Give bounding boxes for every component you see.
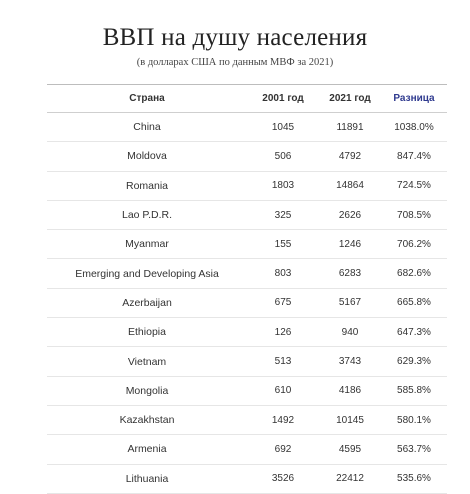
cell-2021: 5167	[319, 288, 381, 319]
gdp-table: Страна 2001 год 2021 год Разница China 10…	[47, 84, 447, 494]
table-row: Mongolia 610 4186 585.8%	[47, 376, 447, 406]
cell-difference: 580.1%	[381, 405, 447, 436]
cell-country: Azerbaijan	[47, 288, 247, 319]
cell-difference: 665.8%	[381, 288, 447, 319]
cell-country: Emerging and Developing Asia	[47, 258, 247, 289]
cell-country: China	[47, 112, 247, 143]
cell-2021: 6283	[319, 258, 381, 289]
cell-2021: 3743	[319, 346, 381, 377]
cell-difference: 585.8%	[381, 376, 447, 406]
table-row: Armenia 692 4595 563.7%	[47, 434, 447, 465]
cell-2001: 325	[247, 200, 319, 231]
cell-country: Lao P.D.R.	[47, 200, 247, 231]
cell-2001: 3526	[247, 464, 319, 494]
cell-difference: 708.5%	[381, 200, 447, 231]
cell-2001: 610	[247, 376, 319, 406]
table-row: Emerging and Developing Asia 803 6283 682.6…	[47, 258, 447, 289]
cell-country: Mongolia	[47, 376, 247, 406]
cell-2021: 940	[319, 317, 381, 348]
header-row: Страна 2001 год 2021 год Разница	[47, 84, 447, 113]
cell-difference: 629.3%	[381, 346, 447, 377]
cell-2001: 1045	[247, 112, 319, 143]
table-row: Lithuania 3526 22412 535.6%	[47, 464, 447, 494]
table-row: Ethiopia 126 940 647.3%	[47, 317, 447, 348]
table-row: Kazakhstan 1492 10145 580.1%	[47, 405, 447, 436]
cell-2021: 1246	[319, 229, 381, 260]
cell-2021: 2626	[319, 200, 381, 231]
cell-country: Moldova	[47, 141, 247, 172]
cell-difference: 724.5%	[381, 171, 447, 201]
cell-2021: 4186	[319, 376, 381, 406]
table-header: Страна 2001 год 2021 год Разница	[47, 84, 447, 113]
cell-2001: 692	[247, 434, 319, 465]
table-row: Myanmar 155 1246 706.2%	[47, 229, 447, 260]
cell-country: Romania	[47, 171, 247, 201]
cell-country: Ethiopia	[47, 317, 247, 348]
table-row: Vietnam 513 3743 629.3%	[47, 346, 447, 377]
cell-difference: 535.6%	[381, 464, 447, 494]
page-subtitle: (в долларах США по данным МВФ за 2021)	[136, 57, 334, 68]
cell-difference: 682.6%	[381, 258, 447, 289]
gdp-table-container: Страна 2001 год 2021 год Разница China 10…	[47, 84, 447, 494]
column-header-country: Страна	[47, 84, 247, 113]
column-header-difference: Разница	[381, 84, 447, 113]
cell-difference: 847.4%	[381, 141, 447, 172]
table-row: China 1045 11891 1038.0%	[47, 112, 447, 143]
cell-country: Armenia	[47, 434, 247, 465]
cell-2001: 513	[247, 346, 319, 377]
cell-country: Vietnam	[47, 346, 247, 377]
cell-2021: 10145	[319, 405, 381, 436]
cell-country: Lithuania	[47, 464, 247, 494]
cell-2021: 22412	[319, 464, 381, 494]
cell-difference: 706.2%	[381, 229, 447, 260]
cell-2001: 803	[247, 258, 319, 289]
table-row: Lao P.D.R. 325 2626 708.5%	[47, 200, 447, 231]
table-body: China 1045 11891 1038.0% Moldova 506 4792 847.4…	[47, 112, 447, 494]
cell-country: Kazakhstan	[47, 405, 247, 436]
cell-country: Myanmar	[47, 229, 247, 260]
cell-2021: 11891	[319, 112, 381, 143]
cell-2021: 14864	[319, 171, 381, 201]
table-row: Azerbaijan 675 5167 665.8%	[47, 288, 447, 319]
table-row: Romania 1803 14864 724.5%	[47, 171, 447, 201]
cell-2001: 126	[247, 317, 319, 348]
cell-difference: 563.7%	[381, 434, 447, 465]
cell-2001: 675	[247, 288, 319, 319]
cell-difference: 1038.0%	[381, 112, 447, 143]
cell-2001: 1803	[247, 171, 319, 201]
column-header-2001: 2001 год	[247, 84, 319, 113]
page-title: ВВП на душу населения	[102, 24, 368, 51]
cell-2001: 506	[247, 141, 319, 172]
cell-2001: 155	[247, 229, 319, 260]
cell-2021: 4792	[319, 141, 381, 172]
table-row: Moldova 506 4792 847.4%	[47, 141, 447, 172]
column-header-2021: 2021 год	[319, 84, 381, 113]
cell-2001: 1492	[247, 405, 319, 436]
cell-difference: 647.3%	[381, 317, 447, 348]
cell-2021: 4595	[319, 434, 381, 465]
